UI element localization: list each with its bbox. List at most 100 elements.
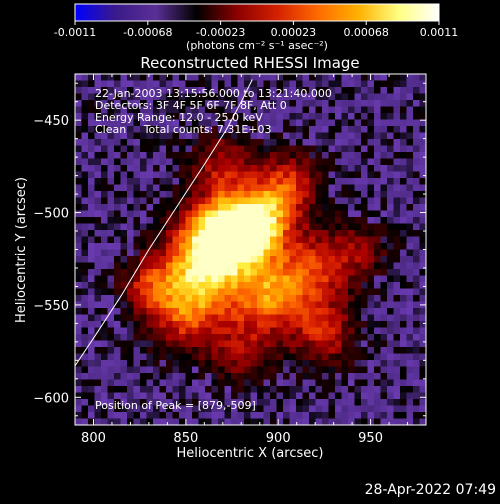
heatmap-cell xyxy=(198,282,206,290)
heatmap-cell xyxy=(75,80,83,88)
y-tick-label: −550 xyxy=(33,299,69,314)
heatmap-cell xyxy=(283,334,291,342)
heatmap-cell xyxy=(205,418,213,425)
heatmap-cell xyxy=(218,282,226,290)
heatmap-cell xyxy=(374,217,382,225)
heatmap-cell xyxy=(309,399,317,407)
heatmap-cell xyxy=(354,360,362,368)
heatmap-cell xyxy=(289,295,297,303)
heatmap-cell xyxy=(107,353,115,361)
heatmap-cell xyxy=(335,236,343,244)
heatmap-cell xyxy=(133,191,141,199)
heatmap-cell xyxy=(172,197,180,205)
heatmap-cell xyxy=(88,210,96,218)
heatmap-cell xyxy=(185,119,193,127)
heatmap-cell xyxy=(133,204,141,212)
heatmap-cell xyxy=(270,210,278,218)
heatmap-cell xyxy=(348,405,356,413)
heatmap-cell xyxy=(94,197,102,205)
heatmap-cell xyxy=(179,132,187,140)
heatmap-cell xyxy=(198,360,206,368)
heatmap-cell xyxy=(127,204,135,212)
heatmap-cell xyxy=(289,282,297,290)
heatmap-cell xyxy=(387,249,395,257)
heatmap-cell xyxy=(120,184,128,192)
heatmap-cell xyxy=(354,282,362,290)
heatmap-cell xyxy=(413,230,421,238)
heatmap-cell xyxy=(387,139,395,147)
heatmap-cell xyxy=(354,321,362,329)
heatmap-cell xyxy=(94,275,102,283)
heatmap-cell xyxy=(231,295,239,303)
heatmap-cell xyxy=(374,360,382,368)
heatmap-cell xyxy=(374,119,382,127)
heatmap-cell xyxy=(289,74,297,82)
heatmap-cell xyxy=(335,366,343,374)
heatmap-cell xyxy=(237,217,245,225)
heatmap-cell xyxy=(159,197,167,205)
heatmap-cell xyxy=(309,282,317,290)
heatmap-cell xyxy=(283,269,291,277)
heatmap-cell xyxy=(257,379,265,387)
heatmap-cell xyxy=(257,165,265,173)
heatmap-cell xyxy=(406,399,414,407)
heatmap-cell xyxy=(101,158,109,166)
heatmap-cell xyxy=(257,93,265,101)
heatmap-cell xyxy=(205,366,213,374)
heatmap-cell xyxy=(348,126,356,134)
heatmap-cell xyxy=(276,184,284,192)
heatmap-cell xyxy=(374,340,382,348)
heatmap-cell xyxy=(400,282,408,290)
heatmap-cell xyxy=(322,171,330,179)
heatmap-cell xyxy=(380,158,388,166)
heatmap-cell xyxy=(328,412,336,420)
heatmap-cell xyxy=(153,243,161,251)
heatmap-cell xyxy=(315,184,323,192)
heatmap-cell xyxy=(146,327,154,335)
heatmap-cell xyxy=(166,405,174,413)
heatmap-cell xyxy=(218,360,226,368)
heatmap-cell xyxy=(387,132,395,140)
heatmap-cell xyxy=(179,87,187,95)
heatmap-cell xyxy=(309,74,317,82)
heatmap-cell xyxy=(140,288,148,296)
heatmap-cell xyxy=(166,191,174,199)
heatmap-cell xyxy=(218,379,226,387)
heatmap-cell xyxy=(406,184,414,192)
heatmap-cell xyxy=(270,236,278,244)
heatmap-cell xyxy=(107,230,115,238)
heatmap-cell xyxy=(159,74,167,82)
heatmap-cell xyxy=(127,386,135,394)
heatmap-cell xyxy=(354,262,362,270)
heatmap-cell xyxy=(257,360,265,368)
heatmap-cell xyxy=(120,80,128,88)
heatmap-cell xyxy=(341,145,349,153)
heatmap-cell xyxy=(400,217,408,225)
heatmap-cell xyxy=(153,184,161,192)
heatmap-cell xyxy=(101,412,109,420)
heatmap-cell xyxy=(224,275,232,283)
heatmap-cell xyxy=(179,223,187,231)
heatmap-cell xyxy=(185,399,193,407)
heatmap-cell xyxy=(413,321,421,329)
heatmap-cell xyxy=(328,249,336,257)
heatmap-cell xyxy=(88,256,96,264)
heatmap-cell xyxy=(198,74,206,82)
heatmap-cell xyxy=(120,386,128,394)
heatmap-cell xyxy=(146,412,154,420)
heatmap-cell xyxy=(341,386,349,394)
heatmap-cell xyxy=(94,126,102,134)
heatmap-cell xyxy=(133,100,141,108)
heatmap-cell xyxy=(413,366,421,374)
heatmap-cell xyxy=(335,327,343,335)
heatmap-cell xyxy=(159,93,167,101)
heatmap-cell xyxy=(387,301,395,309)
heatmap-cell xyxy=(315,288,323,296)
heatmap-cell xyxy=(387,347,395,355)
heatmap-cell xyxy=(153,418,161,425)
heatmap-cell xyxy=(406,386,414,394)
heatmap-cell xyxy=(81,184,89,192)
heatmap-cell xyxy=(166,223,174,231)
heatmap-cell xyxy=(341,178,349,186)
heatmap-cell xyxy=(283,230,291,238)
